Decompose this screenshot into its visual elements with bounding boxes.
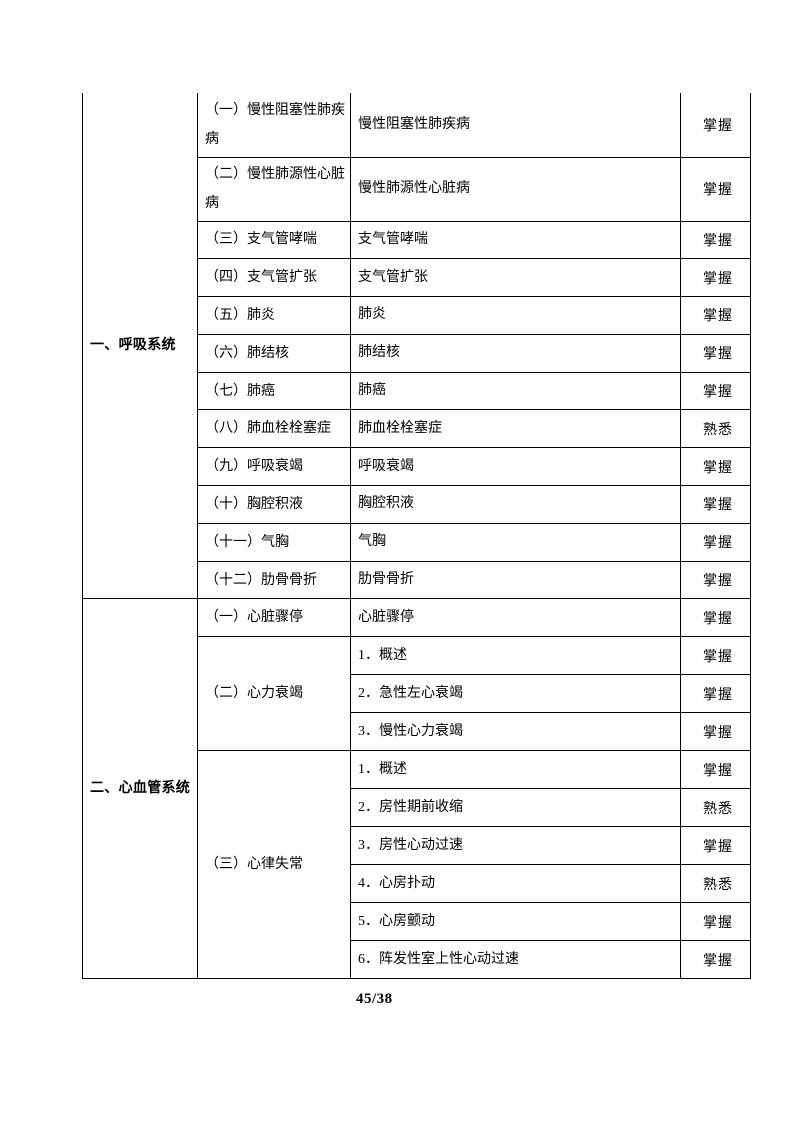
table-row: 3．慢性心力衰竭 掌握 xyxy=(83,712,751,752)
level-cell: 掌握 xyxy=(680,156,751,222)
table-row: 6．阵发性室上性心动过速 掌握 xyxy=(83,940,751,980)
level-cell: 掌握 xyxy=(680,750,751,790)
topic-cell: 3．慢性心力衰竭 xyxy=(350,712,681,752)
curriculum-table: 一、呼吸系统 （一）慢性阻塞性肺疾病 慢性阻塞性肺疾病 掌握 （二）慢性肺源性心… xyxy=(82,93,751,980)
level-cell: 掌握 xyxy=(680,902,751,942)
table-row: （十一）气胸 气胸 掌握 xyxy=(83,522,751,562)
table-row: （三）支气管哮喘 支气管哮喘 掌握 xyxy=(83,220,751,260)
topic-cell: 气胸 xyxy=(350,522,681,562)
level-cell: 掌握 xyxy=(680,522,751,562)
level-cell: 掌握 xyxy=(680,636,751,676)
level-cell: 掌握 xyxy=(680,371,751,411)
table-row: 3．房性心动过速 掌握 xyxy=(83,826,751,866)
topic-cell: 慢性肺源性心脏病 xyxy=(350,156,681,222)
system-cell: 二、心血管系统 xyxy=(82,598,198,980)
topic-cell: 肺结核 xyxy=(350,333,681,373)
topic-cell: 肺炎 xyxy=(350,296,681,335)
level-cell: 掌握 xyxy=(680,940,751,980)
topic-cell: 4．心房扑动 xyxy=(350,864,681,904)
level-cell: 掌握 xyxy=(680,93,751,158)
level-cell: 熟悉 xyxy=(680,409,751,449)
level-cell: 掌握 xyxy=(680,447,751,487)
level-cell: 掌握 xyxy=(680,258,751,298)
table-row: （九）呼吸衰竭 呼吸衰竭 掌握 xyxy=(83,447,751,487)
level-cell: 掌握 xyxy=(680,296,751,335)
topic-cell: 肺癌 xyxy=(350,371,681,411)
table-row: （七）肺癌 肺癌 掌握 xyxy=(83,371,751,411)
level-cell: 掌握 xyxy=(680,220,751,260)
category-cell: （八）肺血栓栓塞症 xyxy=(197,409,351,449)
table-row: 4．心房扑动 熟悉 xyxy=(83,864,751,904)
category-cell: （五）肺炎 xyxy=(197,296,351,335)
table-row: （十二）肋骨骨折 肋骨骨折 掌握 xyxy=(83,560,751,600)
category-cell: （一）慢性阻塞性肺疾病 xyxy=(197,93,351,158)
topic-cell: 1．概述 xyxy=(350,750,681,790)
table-row: （四）支气管扩张 支气管扩张 掌握 xyxy=(83,258,751,298)
level-cell: 掌握 xyxy=(680,674,751,714)
page-number: 45/38 xyxy=(356,991,393,1007)
category-cell: （四）支气管扩张 xyxy=(197,258,351,298)
system-cell: 一、呼吸系统 xyxy=(82,93,198,600)
table-row: （八）肺血栓栓塞症 肺血栓栓塞症 熟悉 xyxy=(83,409,751,449)
category-cell: （三）心律失常 xyxy=(197,750,351,980)
topic-cell: 2．房性期前收缩 xyxy=(350,788,681,828)
topic-cell: 肺血栓栓塞症 xyxy=(350,409,681,449)
topic-cell: 2．急性左心衰竭 xyxy=(350,674,681,714)
category-cell: （二）慢性肺源性心脏病 xyxy=(197,156,351,222)
category-cell: （一）心脏骤停 xyxy=(197,598,351,638)
category-cell: （十）胸腔积液 xyxy=(197,485,351,524)
category-cell: （十一）气胸 xyxy=(197,522,351,562)
topic-cell: 肋骨骨折 xyxy=(350,560,681,600)
table-row: （五）肺炎 肺炎 掌握 xyxy=(83,296,751,335)
table-row: （三）心律失常 1．概述 掌握 xyxy=(83,750,751,980)
category-cell: （二）心力衰竭 xyxy=(197,636,351,752)
table-row: 二、心血管系统 （一）心脏骤停 心脏骤停 掌握 xyxy=(82,598,751,980)
topic-cell: 支气管哮喘 xyxy=(350,220,681,260)
table-row: 5．心房颤动 掌握 xyxy=(83,902,751,942)
level-cell: 熟悉 xyxy=(680,864,751,904)
topic-cell: 呼吸衰竭 xyxy=(350,447,681,487)
topic-cell: 3．房性心动过速 xyxy=(350,826,681,866)
level-cell: 掌握 xyxy=(680,826,751,866)
level-cell: 掌握 xyxy=(680,485,751,524)
category-cell: （六）肺结核 xyxy=(197,333,351,373)
level-cell: 熟悉 xyxy=(680,788,751,828)
topic-cell: 心脏骤停 xyxy=(350,598,681,638)
topic-cell: 5．心房颤动 xyxy=(350,902,681,942)
table-row: （二）心力衰竭 1．概述 掌握 xyxy=(83,636,751,752)
category-cell: （七）肺癌 xyxy=(197,371,351,411)
level-cell: 掌握 xyxy=(680,333,751,373)
topic-cell: 慢性阻塞性肺疾病 xyxy=(350,93,681,158)
category-cell: （三）支气管哮喘 xyxy=(197,220,351,260)
level-cell: 掌握 xyxy=(680,560,751,600)
category-cell: （十二）肋骨骨折 xyxy=(197,560,351,600)
topic-cell: 1．概述 xyxy=(350,636,681,676)
table-row: 一、呼吸系统 （一）慢性阻塞性肺疾病 慢性阻塞性肺疾病 掌握 xyxy=(82,93,751,600)
category-cell: （九）呼吸衰竭 xyxy=(197,447,351,487)
level-cell: 掌握 xyxy=(680,598,751,638)
table-row: （二）慢性肺源性心脏病 慢性肺源性心脏病 掌握 xyxy=(83,156,751,222)
topic-cell: 胸腔积液 xyxy=(350,485,681,524)
level-cell: 掌握 xyxy=(680,712,751,752)
topic-cell: 6．阵发性室上性心动过速 xyxy=(350,940,681,980)
topic-cell: 支气管扩张 xyxy=(350,258,681,298)
